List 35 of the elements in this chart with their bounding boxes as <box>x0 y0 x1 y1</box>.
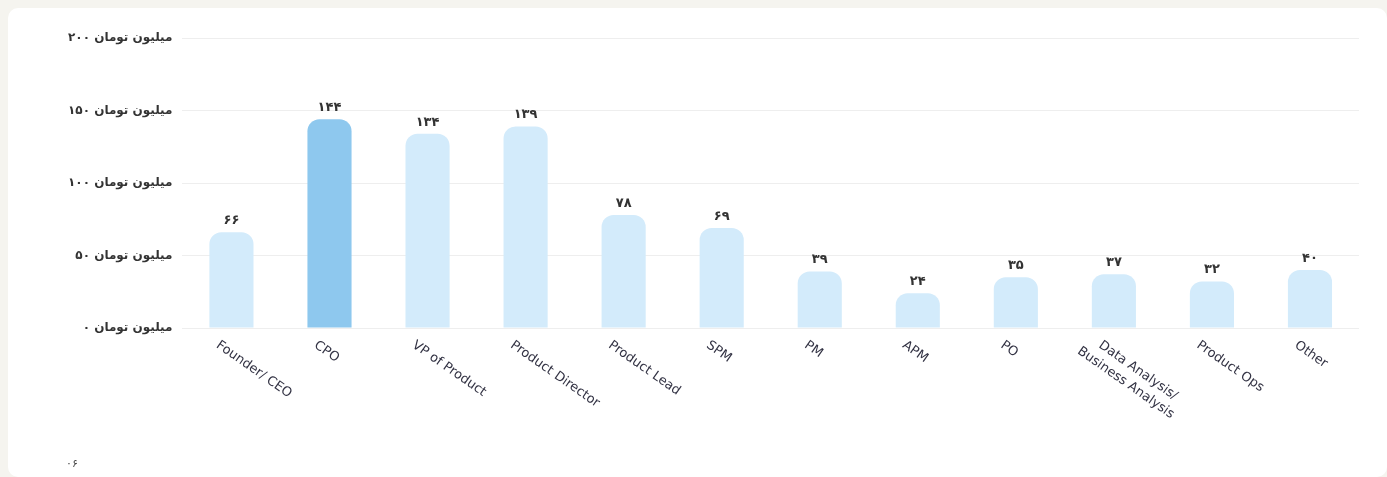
bar <box>307 119 352 328</box>
bar <box>1189 281 1234 328</box>
data-label: ۱۳۴ <box>415 113 440 129</box>
data-label: ۴۰ <box>1302 249 1318 265</box>
data-label: ۶۶ <box>223 212 240 228</box>
y-tick-label: ۱۵۰ میلیون تومان <box>67 102 173 118</box>
bar <box>405 133 450 328</box>
y-tick-label: ۵۰ میلیون تومان <box>75 247 173 263</box>
x-tick-label: APM <box>900 336 932 366</box>
y-tick-label: ۰ میلیون تومان <box>82 320 173 336</box>
data-label: ۳۹ <box>811 251 828 267</box>
text: ۰۶ <box>66 457 78 470</box>
data-label: ۶۹ <box>713 207 730 223</box>
bar <box>209 232 254 328</box>
bar <box>601 214 646 328</box>
bar <box>895 293 940 328</box>
bar <box>699 227 744 328</box>
x-tick-label: PM <box>802 336 827 361</box>
y-tick-label: ۲۰۰ میلیون تومان <box>67 30 173 46</box>
data-label: ۳۷ <box>1105 254 1122 270</box>
data-label: ۲۴ <box>909 273 926 289</box>
bar <box>1091 274 1136 328</box>
x-tick-label: PO <box>998 336 1022 360</box>
bar <box>503 126 548 328</box>
data-label: ۳۲ <box>1203 261 1220 277</box>
data-label: ۳۵ <box>1007 257 1024 273</box>
y-tick-label: ۱۰۰ میلیون تومان <box>67 175 173 191</box>
bar <box>797 271 842 328</box>
bar <box>993 277 1038 328</box>
x-tick-label: CPO <box>311 336 343 365</box>
x-tick-label: SPM <box>704 336 735 365</box>
bar <box>1287 270 1333 328</box>
data-label: ۷۸ <box>615 194 632 210</box>
data-label: ۱۳۹ <box>513 106 538 122</box>
data-label: ۱۴۴ <box>317 99 342 115</box>
